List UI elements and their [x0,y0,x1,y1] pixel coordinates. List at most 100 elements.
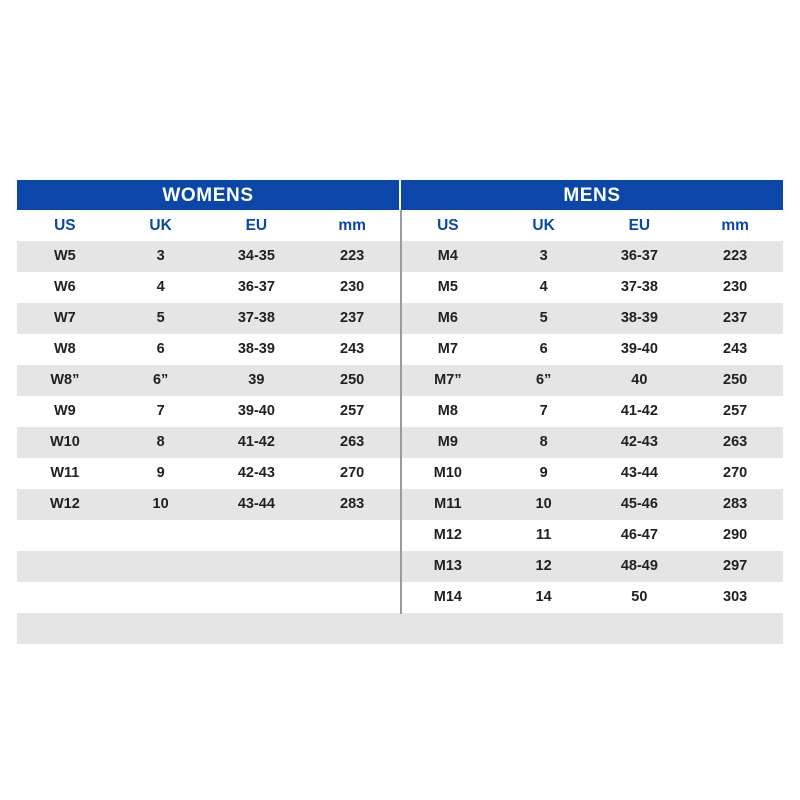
chart-banner-row: WOMENS MENS [17,180,783,210]
cell-womens-us: W12 [49,496,80,513]
row-half-mens: M14 14 50 303 [400,582,783,613]
cell-mens-us: M14 [433,589,462,606]
cell-womens-eu: 39 [248,372,265,389]
cell-womens-us [17,613,113,644]
row-half-womens: W8” 6” 39 250 [17,365,400,396]
cell-mens-us: M6 [437,310,458,327]
cell-mens-eu: 42-43 [620,434,658,451]
cell-mens-uk: 6 [539,341,548,358]
cell-mens-us: M7” [434,372,462,389]
row-half-mens: M6 5 38-39 237 [400,303,783,334]
cell-womens-uk: 7 [156,403,165,420]
cell-womens-eu [209,551,305,582]
cell-womens-us: W9 [54,403,76,420]
cell-womens-us: W8” [50,372,80,389]
cell-mens-us: M12 [433,527,462,544]
row-half-mens: M12 11 46-47 290 [400,520,783,551]
column-header-womens-mm: mm [338,216,366,234]
cell-womens-eu: 37-38 [237,310,275,327]
cell-mens-uk: 7 [539,403,548,420]
cell-womens-uk: 10 [152,496,169,513]
row-half-mens: M10 9 43-44 270 [400,458,783,489]
column-headers-mens: US UK EU mm [400,210,783,241]
cell-womens-mm: 257 [340,403,365,420]
cell-mens-mm: 303 [723,589,748,606]
cell-mens-eu: 38-39 [620,310,658,327]
cell-womens-us: W11 [50,465,80,482]
cell-mens-uk: 5 [539,310,548,327]
cell-mens-eu [592,613,688,644]
row-half-mens: M7” 6” 40 250 [400,365,783,396]
cell-mens-us: M4 [437,248,458,265]
cell-womens-uk [113,582,209,613]
row-half-womens: W11 9 42-43 270 [17,458,400,489]
cell-mens-us: M7 [437,341,458,358]
cell-mens-uk: 3 [539,248,548,265]
cell-mens-eu: 39-40 [620,341,658,358]
cell-mens-uk: 4 [539,279,548,296]
row-half-mens: M4 3 36-37 223 [400,241,783,272]
cell-womens-us: W5 [54,248,76,265]
cell-womens-us [17,582,113,613]
row-half-mens: M5 4 37-38 230 [400,272,783,303]
cell-mens-eu: 45-46 [620,496,658,513]
banner-divider-gap [399,180,401,210]
cell-womens-eu [209,582,305,613]
cell-mens-mm: 237 [723,310,748,327]
cell-womens-eu: 39-40 [237,403,275,420]
banner-mens: MENS [401,180,783,210]
cell-mens-mm: 297 [723,558,748,575]
banner-womens: WOMENS [17,180,399,210]
cell-mens-eu: 37-38 [620,279,658,296]
cell-mens-eu: 43-44 [620,465,658,482]
cell-mens-mm: 290 [723,527,748,544]
cell-mens-uk: 8 [539,434,548,451]
cell-womens-eu [209,613,305,644]
cell-womens-us: W10 [49,434,80,451]
cell-womens-mm: 237 [340,310,365,327]
cell-womens-mm [304,613,400,644]
cell-womens-uk: 4 [156,279,165,296]
cell-mens-us: M11 [434,496,462,513]
cell-womens-eu: 43-44 [237,496,275,513]
column-header-mens-uk: UK [532,216,555,234]
cell-womens-uk [113,520,209,551]
cell-mens-mm: 263 [723,434,748,451]
column-header-mens-eu: EU [628,216,651,234]
cell-womens-eu: 36-37 [237,279,275,296]
cell-mens-eu: 46-47 [620,527,658,544]
row-half-womens: W7 5 37-38 237 [17,303,400,334]
row-half-womens: W8 6 38-39 243 [17,334,400,365]
cell-womens-eu: 42-43 [237,465,275,482]
cell-mens-us: M8 [437,403,458,420]
cell-womens-eu [209,520,305,551]
row-half-womens: W5 3 34-35 223 [17,241,400,272]
cell-womens-uk: 6” [152,372,169,389]
row-half-womens [17,520,400,551]
row-half-womens [17,551,400,582]
cell-womens-uk: 5 [156,310,165,327]
cell-mens-eu: 48-49 [620,558,658,575]
column-header-womens-uk: UK [149,216,172,234]
cell-mens-mm: 223 [723,248,748,265]
cell-womens-uk [113,613,209,644]
section-divider [400,210,402,614]
cell-womens-mm [304,582,400,613]
column-header-womens-eu: EU [245,216,268,234]
cell-mens-uk: 9 [539,465,548,482]
row-half-womens [17,613,400,644]
cell-womens-mm [304,520,400,551]
row-half-womens: W10 8 41-42 263 [17,427,400,458]
cell-mens-eu: 36-37 [620,248,658,265]
cell-mens-uk: 10 [535,496,552,513]
cell-mens-eu: 40 [631,372,648,389]
cell-mens-mm: 283 [723,496,748,513]
cell-mens-uk: 6” [535,372,552,389]
row-half-womens: W6 4 36-37 230 [17,272,400,303]
cell-mens-mm [687,613,783,644]
cell-mens-mm: 250 [723,372,748,389]
cell-womens-mm: 270 [340,465,365,482]
row-half-mens: M8 7 41-42 257 [400,396,783,427]
row-half-mens: M11 10 45-46 283 [400,489,783,520]
row-half-mens: M9 8 42-43 263 [400,427,783,458]
